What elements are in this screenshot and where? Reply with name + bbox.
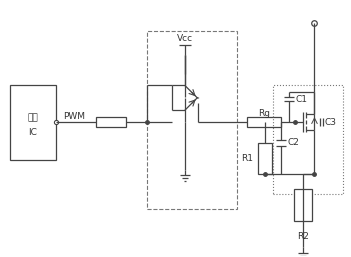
Bar — [147, 31, 237, 209]
Bar — [247, 117, 281, 127]
Text: 电源: 电源 — [28, 114, 38, 123]
Bar — [294, 189, 312, 221]
Text: C1: C1 — [296, 95, 308, 104]
Text: C3: C3 — [324, 117, 336, 126]
Text: PWM: PWM — [63, 112, 85, 121]
Bar — [258, 143, 272, 175]
Text: C2: C2 — [288, 138, 300, 147]
Text: IC: IC — [29, 128, 38, 137]
Text: Rg: Rg — [258, 109, 270, 118]
Bar — [273, 86, 343, 194]
Bar — [10, 86, 56, 160]
Text: Vcc: Vcc — [177, 34, 193, 43]
Bar — [96, 117, 126, 127]
Text: R2: R2 — [297, 232, 309, 241]
Text: R1: R1 — [241, 154, 253, 163]
